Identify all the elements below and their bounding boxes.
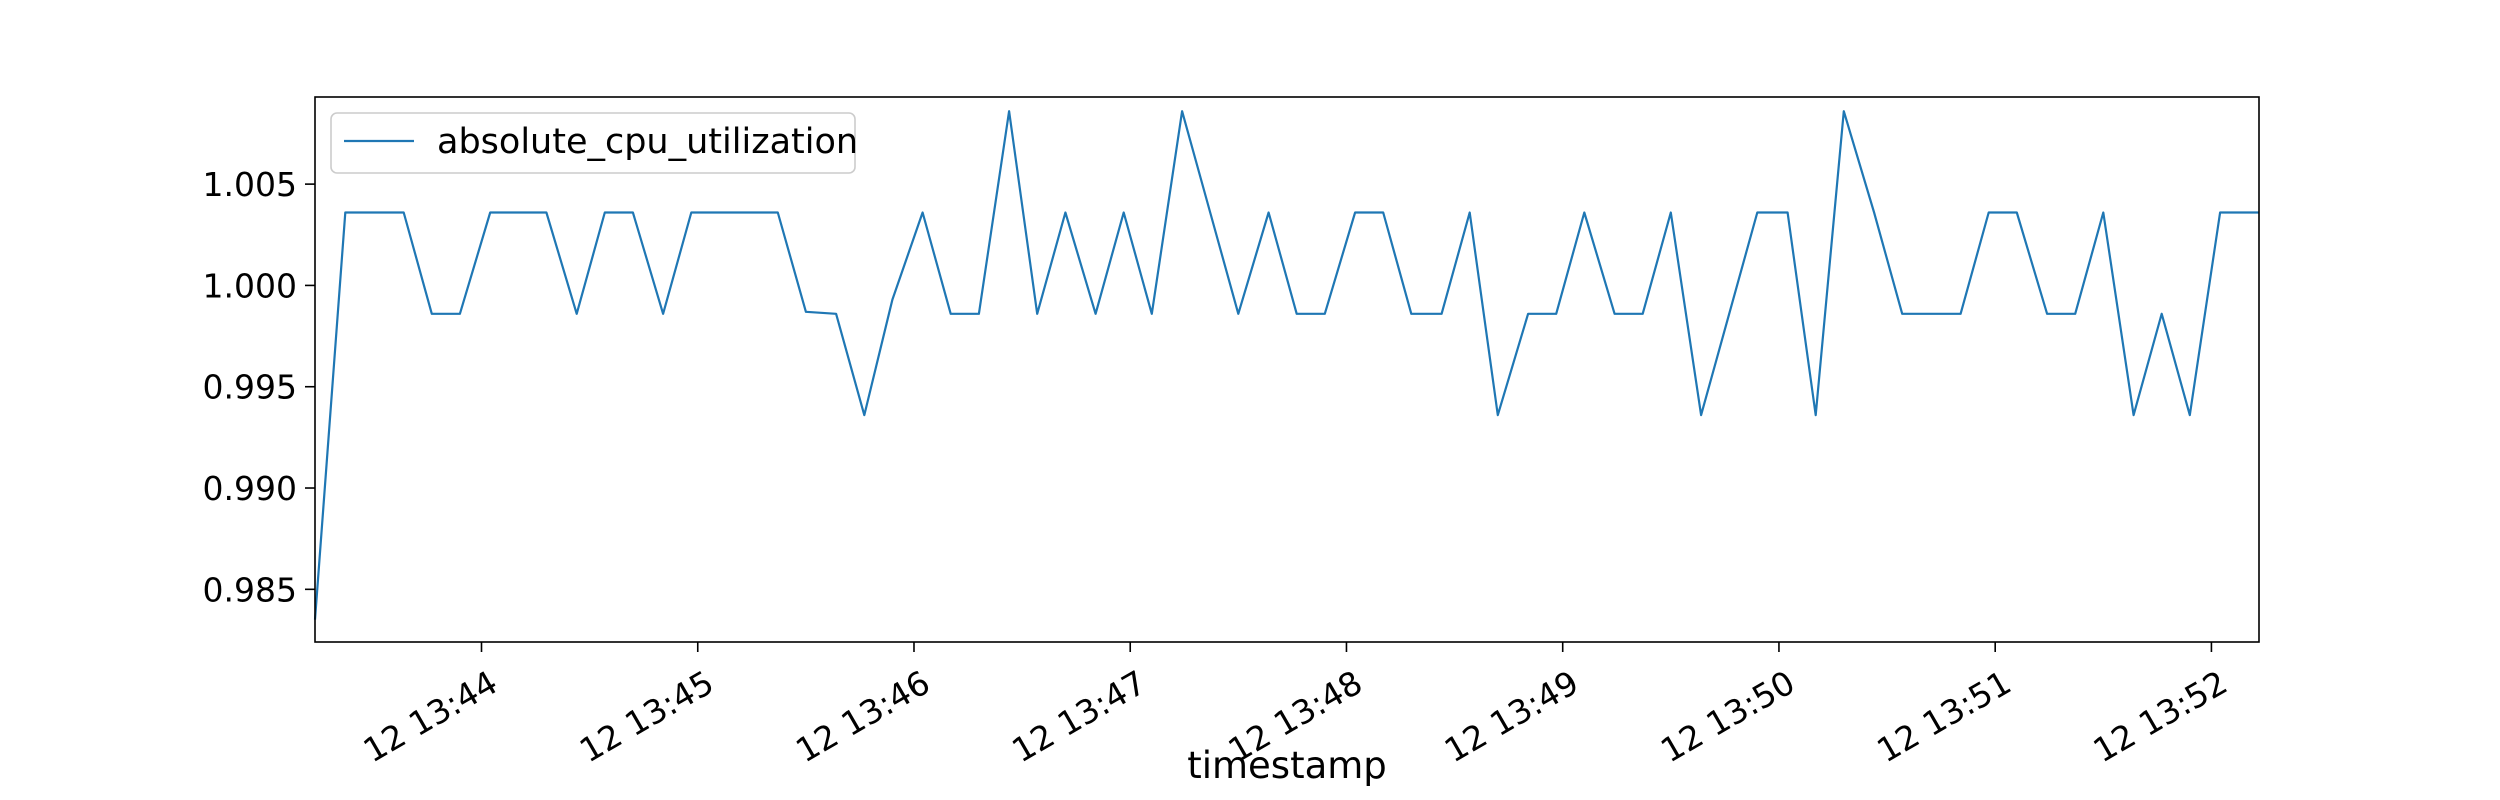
series-line-absolute-cpu-utilization (313, 110, 2259, 620)
y-tick-label: 0.985 (203, 570, 297, 609)
x-tick-label: 12 13:45 (573, 663, 720, 771)
x-tick-label: 12 13:50 (1654, 663, 1801, 771)
x-axis-title: timestamp (1187, 744, 1387, 787)
y-tick-label: 0.995 (203, 368, 297, 407)
x-tick-label: 12 13:51 (1870, 663, 2017, 771)
y-tick-label: 1.000 (203, 266, 297, 305)
legend: absolute_cpu_utilization (330, 112, 858, 174)
legend-box (330, 112, 856, 174)
x-tick-label: 12 13:52 (2087, 663, 2234, 771)
x-tick-label: 12 13:49 (1438, 663, 1585, 771)
y-tick-label: 0.990 (203, 469, 297, 508)
plot-frame (314, 96, 2260, 643)
x-tick-label: 12 13:46 (789, 663, 936, 771)
y-axis: 0.985 0.990 0.995 1.000 1.005 (203, 165, 315, 609)
x-tick-label: 12 13:44 (357, 663, 504, 771)
legend-label: absolute_cpu_utilization (437, 122, 858, 162)
plot-area (315, 97, 2259, 642)
x-tick-label: 12 13:47 (1005, 663, 1152, 771)
y-tick-label: 1.005 (203, 165, 297, 204)
